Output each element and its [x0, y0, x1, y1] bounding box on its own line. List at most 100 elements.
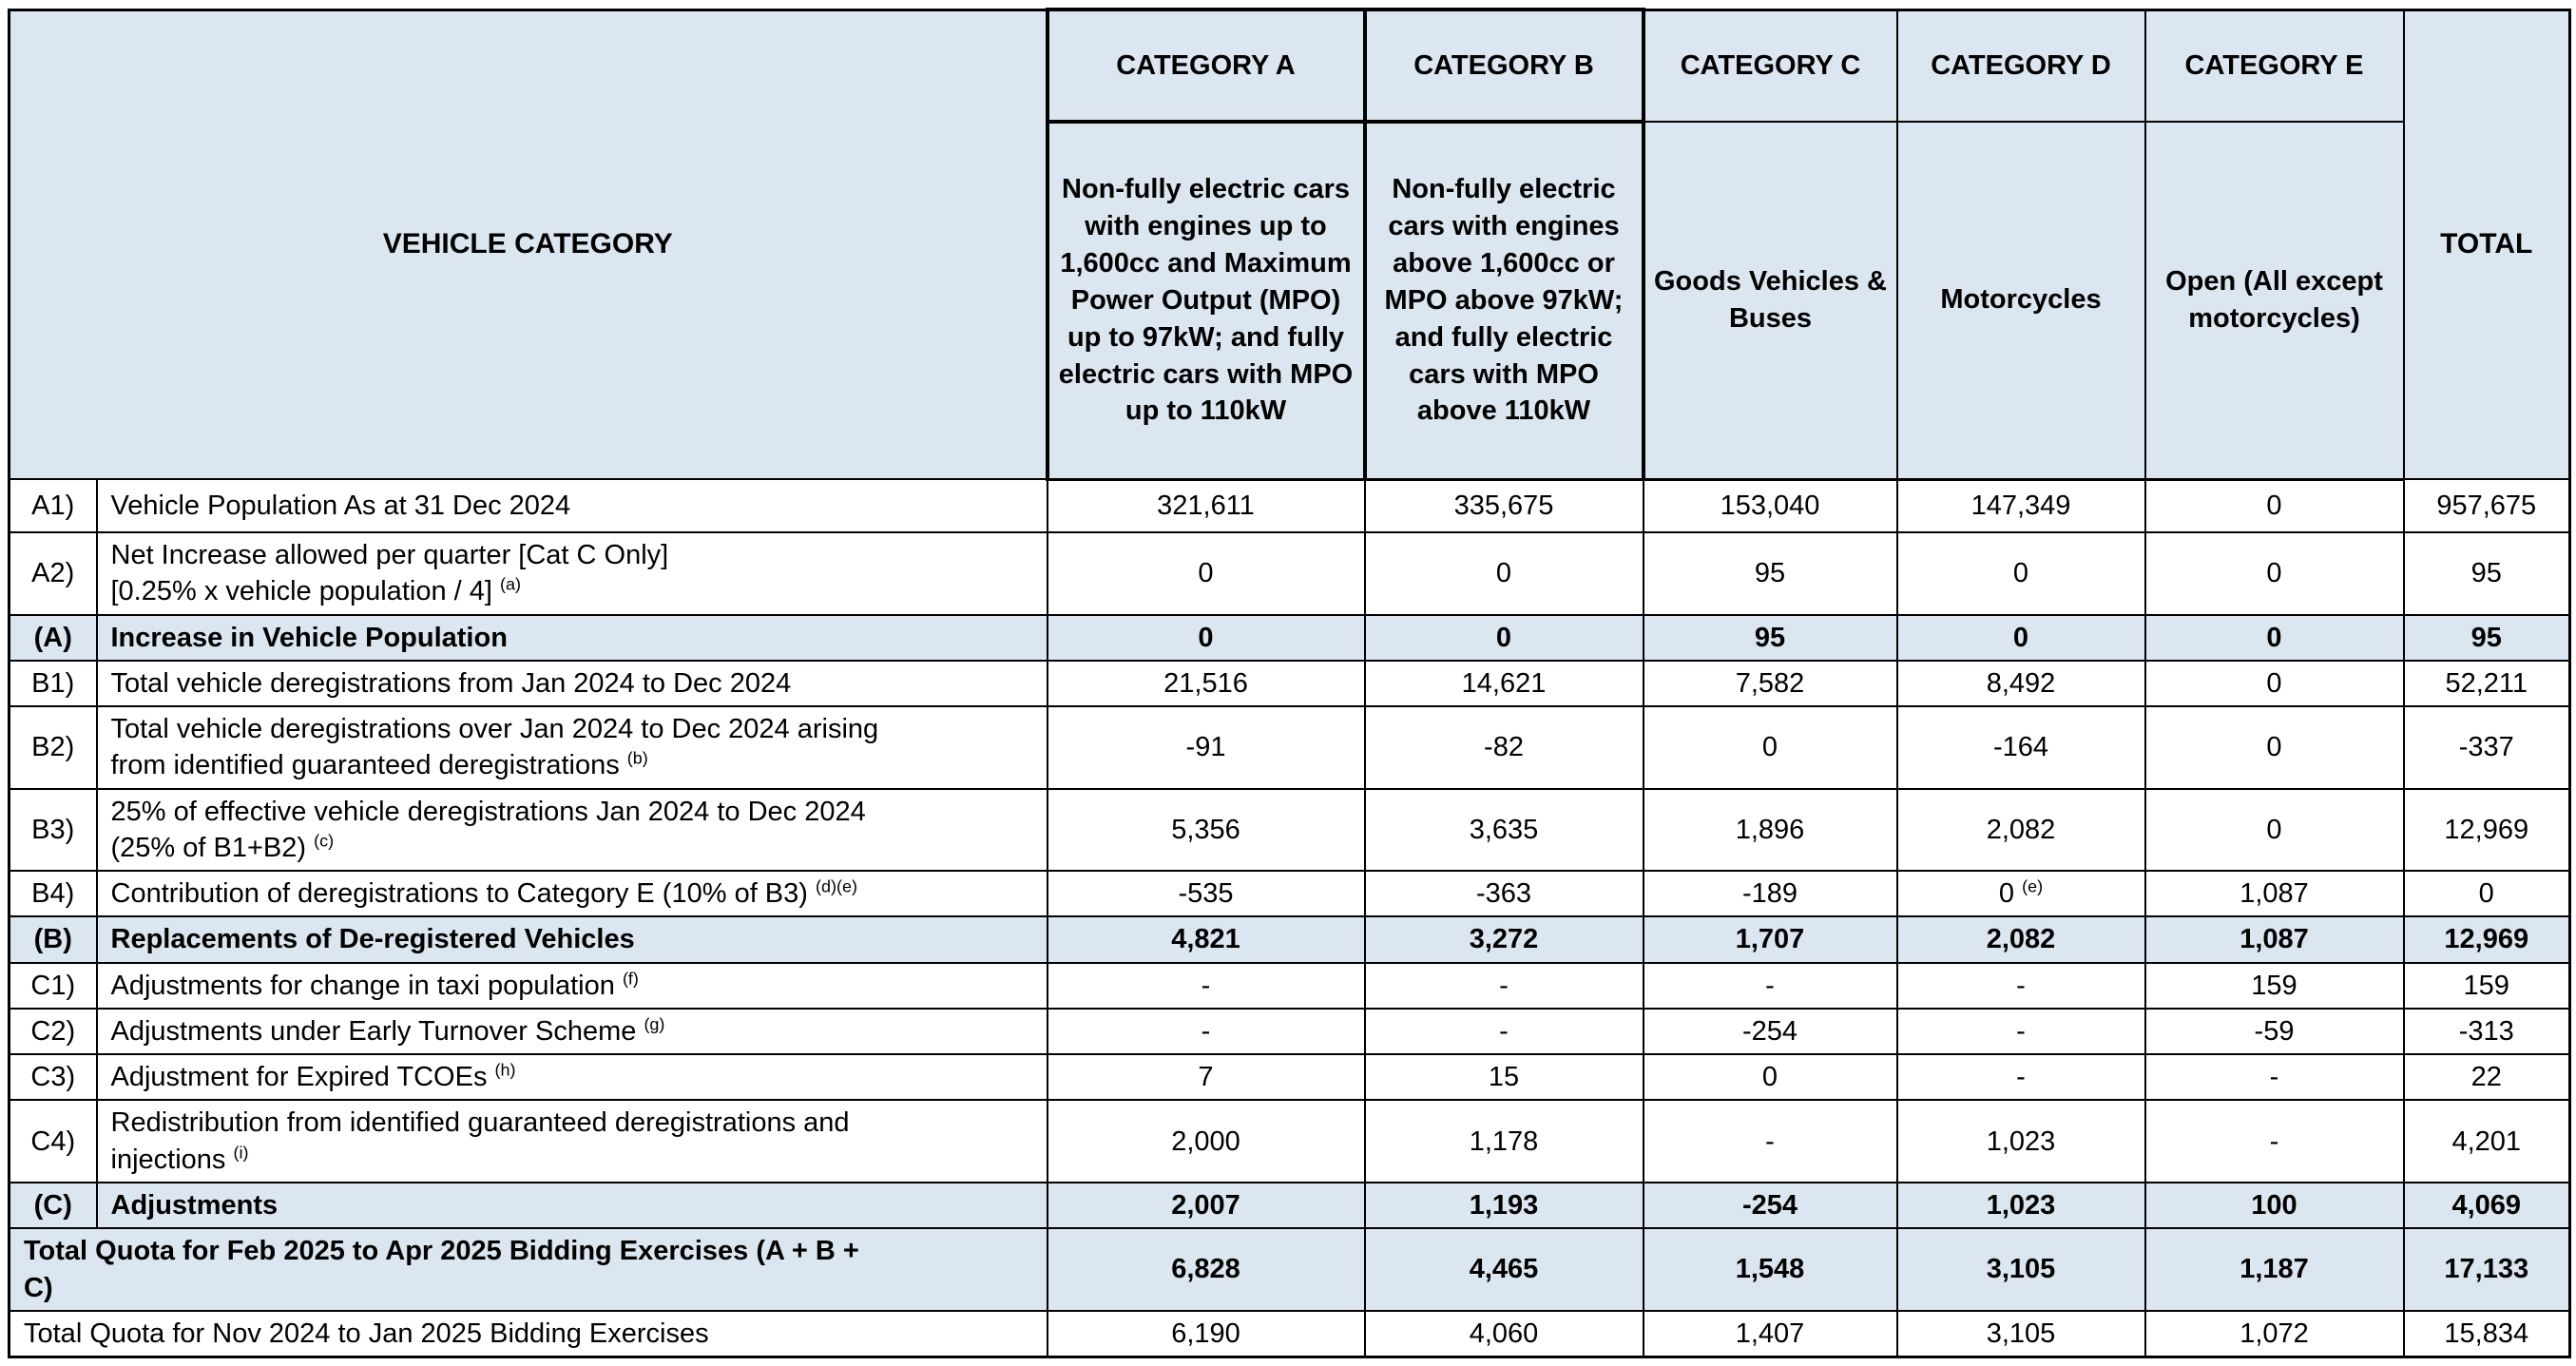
value-cell-category-a: 4,821	[1046, 915, 1366, 964]
footnote-marker: (e)	[2022, 876, 2044, 896]
table-row-B4: B4) Contribution of deregistrations to Ca…	[8, 870, 2571, 918]
value-cell-total: 52,211	[2402, 659, 2571, 708]
value-cell-category-c: 1,407	[1642, 1309, 1898, 1358]
value-cell-category-a: 2,000	[1046, 1099, 1366, 1183]
value-cell-category-b: 0	[1363, 613, 1644, 662]
table-row-A: (A) Increase in Vehicle Population 0 0 95 0 0 9…	[8, 613, 2571, 662]
value-cell-total: 0	[2402, 870, 2571, 918]
value-cell-category-c: 0	[1642, 1053, 1898, 1102]
value-cell-category-b: 3,635	[1363, 787, 1644, 873]
value-cell-category-e: 0	[2143, 531, 2405, 616]
value-cell-total: 12,969	[2402, 915, 2571, 964]
value-cell-total: 95	[2402, 531, 2571, 616]
footnote-marker: (h)	[494, 1060, 516, 1080]
value-cell-category-b: 4,060	[1363, 1309, 1644, 1358]
value-cell-category-c: 153,040	[1642, 478, 1898, 533]
value-cell-category-b: 1,178	[1363, 1099, 1644, 1183]
value-cell-category-b: -	[1363, 961, 1644, 1010]
value-cell-category-e: -	[2143, 1053, 2405, 1102]
total-header: TOTAL	[2402, 9, 2571, 480]
value-cell-category-a: 21,516	[1046, 659, 1366, 708]
value-cell-category-c: 0	[1642, 705, 1898, 790]
header-row-categories: VEHICLE CATEGORY CATEGORY A CATEGORY B C…	[8, 8, 2571, 480]
row-label: Redistribution from identified guarantee…	[95, 1099, 1048, 1183]
row-label: Contribution of deregistrations to Categ…	[95, 870, 1048, 918]
value-cell-category-b: -363	[1363, 870, 1644, 918]
value-cell-category-e: 1,087	[2143, 915, 2405, 964]
value-cell-category-c: 1,896	[1642, 787, 1898, 873]
value-cell-category-b: 14,621	[1363, 659, 1644, 708]
value-cell-total: 159	[2402, 961, 2571, 1010]
table-row-C1: C1) Adjustments for change in taxi popula…	[8, 961, 2571, 1010]
footnote-marker: (a)	[500, 574, 521, 594]
value-cell-category-b: -82	[1363, 705, 1644, 790]
value-cell-category-c: 95	[1642, 613, 1898, 662]
value-cell-category-d: -	[1895, 1007, 2146, 1056]
row-label: Adjustments under Early Turnover Scheme …	[95, 1007, 1048, 1056]
value-cell-total: 12,969	[2402, 787, 2571, 873]
value-cell-category-a: 321,611	[1046, 478, 1366, 533]
value-cell-category-e: 0	[2143, 613, 2405, 662]
value-cell-category-e: 0	[2143, 478, 2405, 533]
footnote-marker: (g)	[644, 1014, 665, 1034]
value-cell-category-c: 1,707	[1642, 915, 1898, 964]
value-cell-category-d: 0	[1895, 531, 2146, 616]
table-row-total-14: Total Quota for Nov 2024 to Jan 2025 Bid…	[8, 1309, 2571, 1358]
value-cell-category-a: 0	[1046, 613, 1366, 662]
row-label: Total vehicle deregistrations from Jan 2…	[95, 659, 1048, 708]
value-cell-category-c: -254	[1642, 1181, 1898, 1230]
vehicle-category-header: VEHICLE CATEGORY	[8, 9, 1048, 480]
category-a-description: Non-fully electric cars with engines up …	[1045, 120, 1367, 481]
table-row-C2: C2) Adjustments under Early Turnover Sche…	[8, 1007, 2571, 1056]
row-id: B1)	[8, 659, 98, 708]
category-a-header: CATEGORY A	[1045, 8, 1367, 124]
table-row-C: (C) Adjustments 2,007 1,193 -254 1,023 100 4,06…	[8, 1181, 2571, 1230]
value-cell-category-a: -	[1046, 961, 1366, 1010]
table-row-B1: B1) Total vehicle deregistrations from Ja…	[8, 659, 2571, 708]
value-cell-category-c: 7,582	[1642, 659, 1898, 708]
value-cell-category-a: -	[1046, 1007, 1366, 1056]
value-cell-category-b: 15	[1363, 1053, 1644, 1102]
value-cell-category-a: 5,356	[1046, 787, 1366, 873]
category-d-description: Motorcycles	[1895, 121, 2146, 481]
value-cell-category-e: 0	[2143, 659, 2405, 708]
value-cell-category-b: -	[1363, 1007, 1644, 1056]
table-row-C3: C3) Adjustment for Expired TCOEs (h) 7 15 0-…	[8, 1053, 2571, 1102]
value-cell-category-a: 6,190	[1046, 1309, 1366, 1358]
value-cell-category-e: 159	[2143, 961, 2405, 1010]
value-cell-total: -313	[2402, 1007, 2571, 1056]
value-cell-category-d: 1,023	[1895, 1181, 2146, 1230]
value-cell-category-a: 2,007	[1046, 1181, 1366, 1230]
table-row-total-13: Total Quota for Feb 2025 to Apr 2025 Bid…	[8, 1227, 2571, 1312]
value-cell-category-a: 0	[1046, 531, 1366, 616]
value-cell-category-e: 1,087	[2143, 870, 2405, 918]
row-id: A1)	[8, 478, 98, 533]
value-cell-category-a: 6,828	[1046, 1227, 1366, 1312]
value-cell-category-c: -	[1642, 961, 1898, 1010]
row-label: Increase in Vehicle Population	[95, 613, 1048, 662]
footnote-marker: (i)	[233, 1143, 249, 1163]
value-cell-category-c: -254	[1642, 1007, 1898, 1056]
value-cell-category-c: -189	[1642, 870, 1898, 918]
value-cell-category-a: -535	[1046, 870, 1366, 918]
row-id: C3)	[8, 1053, 98, 1102]
value-cell-category-b: 4,465	[1363, 1227, 1644, 1312]
row-label: Replacements of De-registered Vehicles	[95, 915, 1048, 964]
row-label: Adjustments	[95, 1181, 1048, 1230]
row-id: (C)	[8, 1181, 98, 1230]
row-label: 25% of effective vehicle deregistrations…	[95, 787, 1048, 873]
table-row-B2: B2) Total vehicle deregistrations over Ja…	[8, 705, 2571, 790]
value-cell-category-d: 2,082	[1895, 915, 2146, 964]
value-cell-total: 4,201	[2402, 1099, 2571, 1183]
footnote-marker: (d)(e)	[816, 876, 857, 896]
value-cell-category-d: 0 (e)	[1895, 870, 2146, 918]
row-id: (A)	[8, 613, 98, 662]
value-cell-category-d: -	[1895, 1053, 2146, 1102]
value-cell-category-d: 2,082	[1895, 787, 2146, 873]
value-cell-total: 95	[2402, 613, 2571, 662]
value-cell-category-d: 1,023	[1895, 1099, 2146, 1183]
value-cell-category-a: 7	[1046, 1053, 1366, 1102]
value-cell-category-e: 0	[2143, 705, 2405, 790]
row-id: B3)	[8, 787, 98, 873]
